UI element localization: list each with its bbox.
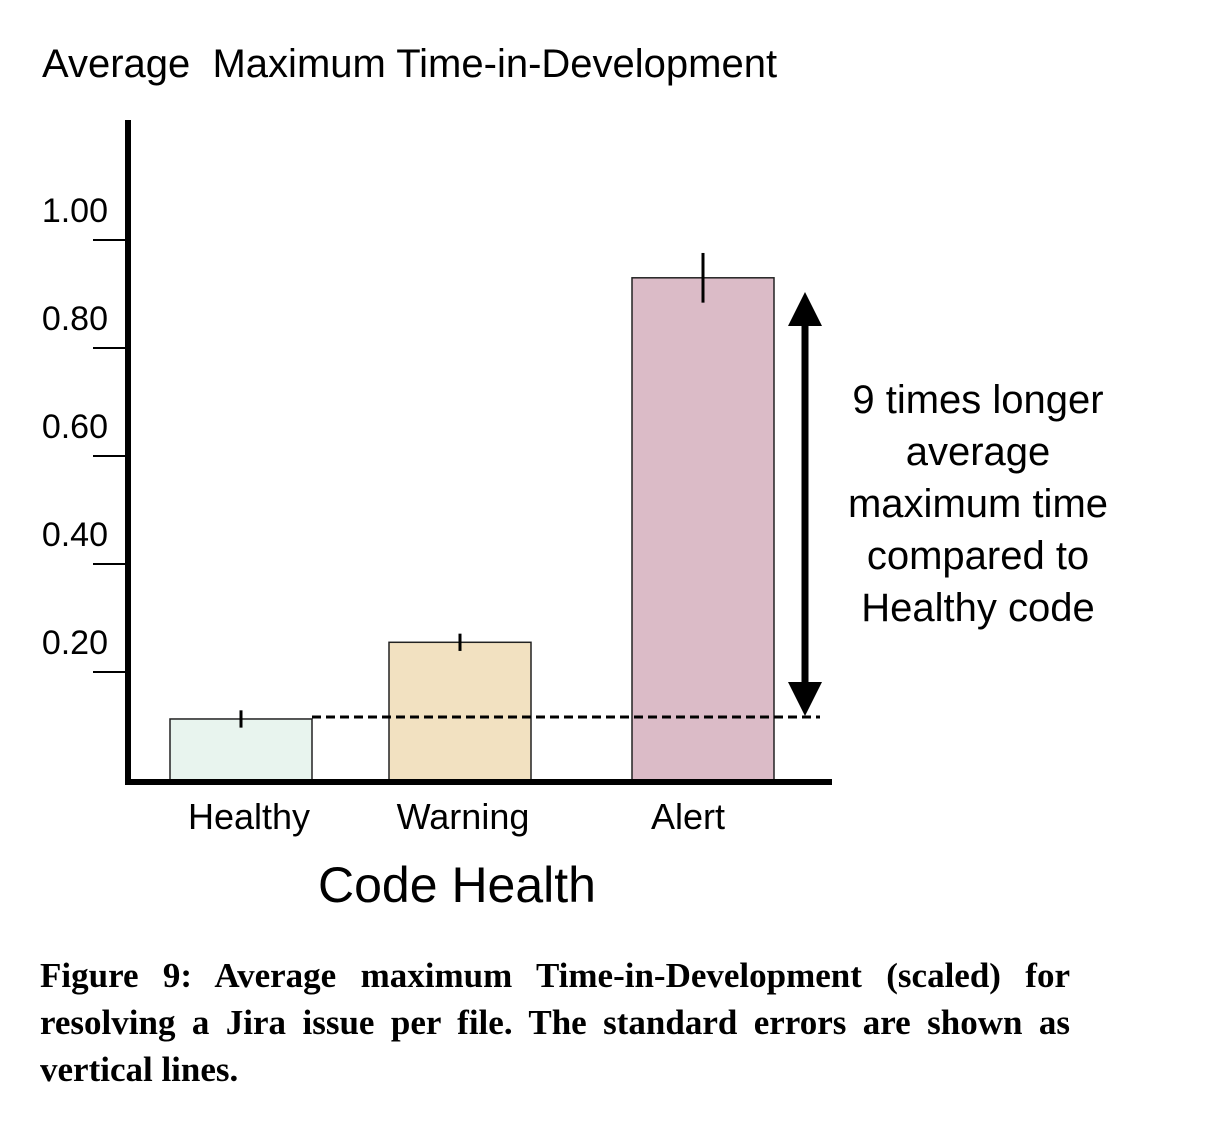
- double-headed-arrow: [788, 292, 822, 716]
- y-axis-ticks: 0.20 0.40 0.60 0.80 1.00: [42, 192, 128, 673]
- annotation-line: average: [906, 430, 1051, 474]
- y-tick-label: 0.60: [42, 408, 108, 446]
- bar-warning: [388, 641, 532, 781]
- error-bars: [239, 252, 705, 728]
- bar-healthy: [169, 718, 313, 781]
- bars: [169, 277, 775, 781]
- x-tick-label: Healthy: [188, 796, 310, 837]
- annotation-line: compared to: [867, 534, 1089, 578]
- y-tick-label: 0.80: [42, 300, 108, 338]
- y-tick-label: 0.40: [42, 516, 108, 554]
- x-axis-label: Code Health: [318, 857, 596, 913]
- annotation-text: 9 times longer average maximum time compare…: [848, 378, 1108, 630]
- figure-caption: Figure 9: Average maximum Time-in-Develo…: [40, 956, 1070, 1089]
- y-tick-label: 1.00: [42, 192, 108, 230]
- annotation-line: Healthy code: [861, 586, 1094, 630]
- annotation-line: 9 times longer: [852, 378, 1103, 422]
- x-tick-label: Alert: [651, 796, 725, 837]
- x-tick-label: Warning: [397, 796, 530, 837]
- annotation-line: maximum time: [848, 482, 1108, 526]
- bar-chart: Average Maximum Time-in-Development 0.20…: [42, 42, 1108, 913]
- bar-alert: [631, 277, 775, 781]
- x-axis-tick-labels: Healthy Warning Alert: [188, 796, 725, 837]
- chart-title: Average Maximum Time-in-Development: [42, 42, 777, 86]
- y-tick-label: 0.20: [42, 624, 108, 662]
